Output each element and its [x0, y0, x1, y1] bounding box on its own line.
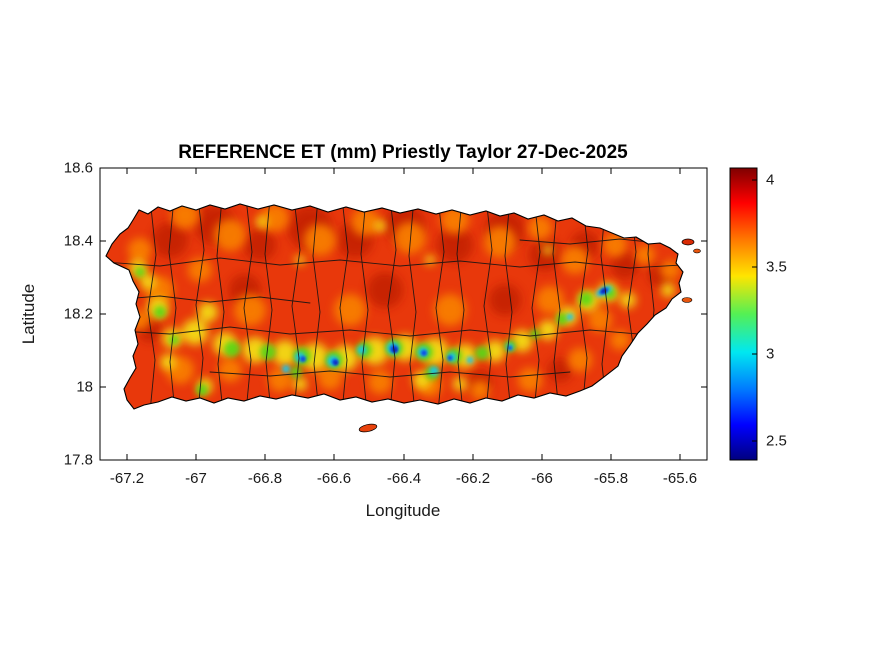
y-axis-ticks: 18.6 18.4 18.2 18 17.8 [64, 160, 93, 469]
x-tick-label: -67.2 [110, 470, 144, 487]
y-tick-label: 18.6 [64, 160, 93, 177]
offshore-island [358, 423, 378, 433]
x-tick-label: -66.8 [248, 470, 282, 487]
y-tick-label: 18.4 [64, 233, 93, 250]
plot-axes [99, 167, 708, 461]
chart-title: REFERENCE ET (mm) Priestly Taylor 27-Dec… [178, 142, 628, 163]
y-tick-label: 18.2 [64, 306, 93, 323]
heatmap-orange-patches [128, 204, 680, 400]
x-tick-label: -65.8 [594, 470, 628, 487]
x-tick-label: -66.6 [317, 470, 351, 487]
x-tick-label: -66.2 [456, 470, 490, 487]
puerto-rico-map [105, 203, 701, 433]
et-heatmap-raster [106, 204, 683, 409]
x-tick-label: -67 [185, 470, 207, 487]
x-tick-label: -66 [531, 470, 553, 487]
colorbar: 4 3.5 3 2.5 [729, 167, 787, 461]
x-tick-label: -65.6 [663, 470, 697, 487]
offshore-islands [358, 238, 701, 433]
axis-tick-marks [100, 167, 707, 461]
offshore-island [681, 238, 695, 246]
colorbar-gradient [729, 167, 758, 461]
colorbar-tick-label: 2.5 [766, 433, 787, 450]
offshore-island [681, 297, 693, 303]
x-axis-ticks: -67.2 -67 -66.8 -66.6 -66.4 -66.2 -66 -6… [110, 470, 697, 487]
colorbar-tick-label: 3 [766, 346, 774, 363]
colorbar-tick-label: 3.5 [766, 259, 787, 276]
municipality-boundaries [106, 204, 683, 409]
x-axis-label: Longitude [366, 501, 441, 520]
colorbar-tick-labels: 4 3.5 3 2.5 [766, 172, 787, 450]
colorbar-tick-marks [752, 179, 757, 442]
y-tick-label: 18 [76, 379, 93, 396]
heatmap-yellow-patches [129, 216, 675, 394]
colorbar-tick-label: 4 [766, 172, 774, 189]
y-tick-label: 17.8 [64, 452, 93, 469]
x-tick-label: -66.4 [387, 470, 421, 487]
offshore-island [693, 248, 701, 254]
y-axis-label: Latitude [19, 284, 38, 345]
